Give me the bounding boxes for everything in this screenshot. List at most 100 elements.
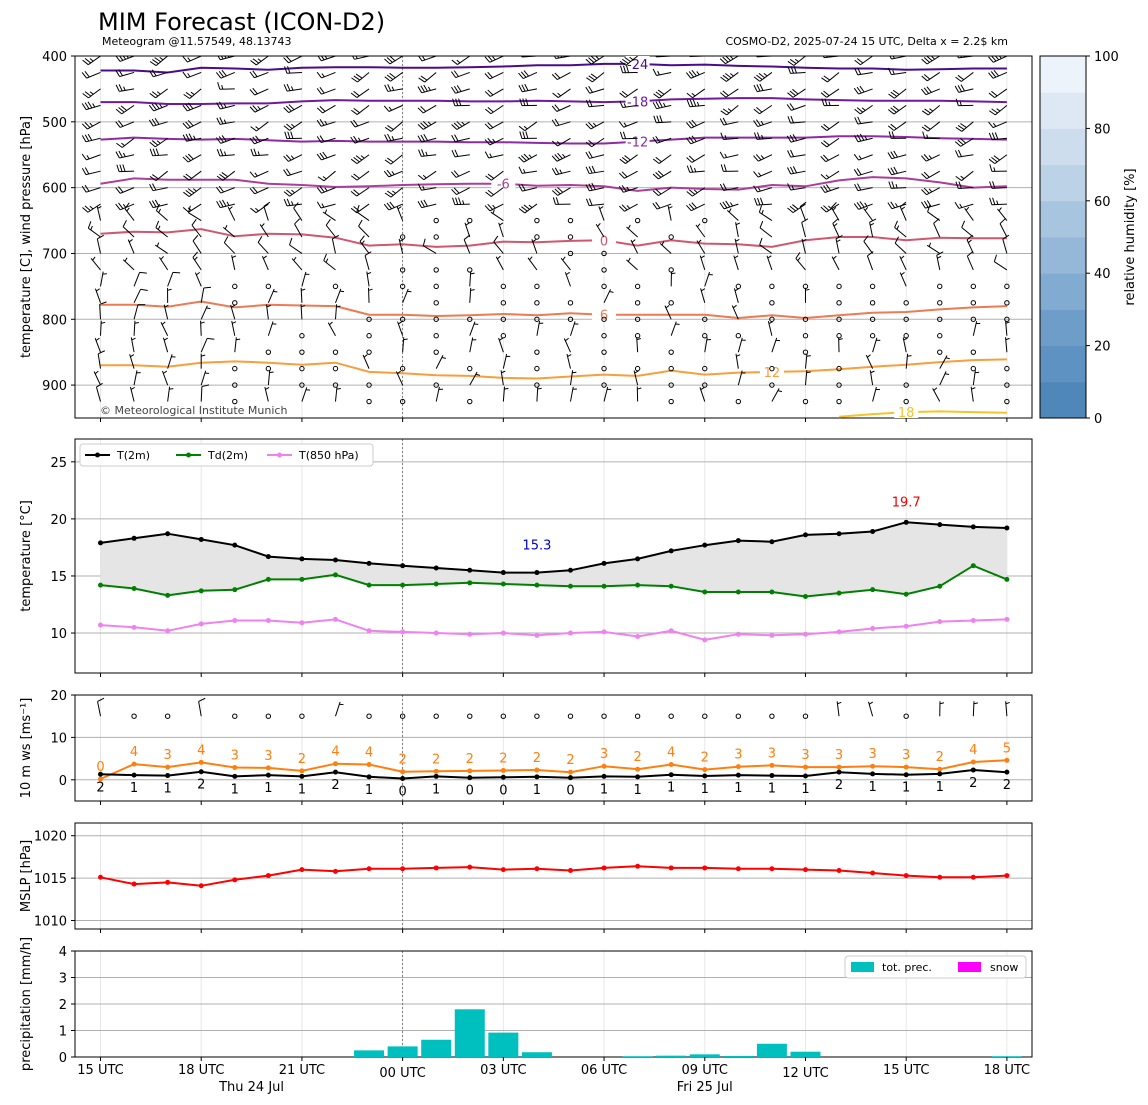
wind-barb-calm xyxy=(567,316,574,322)
wind-barb xyxy=(518,83,538,93)
wind-barb-calm xyxy=(500,283,507,290)
wind-barb xyxy=(822,56,840,59)
wind-barb xyxy=(686,165,705,173)
wind-barb-calm xyxy=(1004,283,1010,290)
wind-barb xyxy=(997,207,1008,221)
wind-barb-calm xyxy=(433,316,439,322)
data-point xyxy=(232,587,238,593)
wind-barb-calm xyxy=(534,300,540,306)
wind-barb xyxy=(989,104,1008,116)
data-point xyxy=(131,586,137,592)
data-point xyxy=(769,866,775,872)
data-point xyxy=(1004,769,1010,775)
wind-barb-calm xyxy=(399,365,406,372)
wind-barb xyxy=(521,56,537,58)
wind-barb xyxy=(115,186,135,194)
colorbar-band xyxy=(1040,273,1086,310)
wind-barb xyxy=(685,69,705,79)
wind-barb-calm xyxy=(903,713,909,719)
wind-barb xyxy=(685,135,705,145)
isotherm-label: 0 xyxy=(600,234,608,249)
data-point xyxy=(467,864,473,870)
wind-barb xyxy=(820,154,840,163)
data-point xyxy=(366,560,372,566)
wind-barb xyxy=(659,241,672,254)
wind-barb xyxy=(899,271,907,287)
wind-barb xyxy=(155,203,168,221)
colorbar-tick-label: 60 xyxy=(1094,195,1111,210)
wind-barb-calm xyxy=(702,316,708,322)
data-point xyxy=(534,582,540,588)
wind-barb xyxy=(284,66,302,74)
wind-barb xyxy=(358,219,370,238)
y-tick-label: 3 xyxy=(59,972,67,987)
wind-barb xyxy=(133,288,148,304)
wind-barb xyxy=(854,67,873,76)
y-axis-label: temperature [C], wind pressure [hPa] xyxy=(19,116,34,358)
wind-barb xyxy=(988,88,1008,99)
wind-barb xyxy=(264,386,270,402)
wind-barb xyxy=(753,72,773,82)
wind-barb-calm xyxy=(467,365,473,372)
wind-barb xyxy=(733,255,739,271)
data-point xyxy=(232,542,238,548)
wind-barb xyxy=(737,370,746,386)
wind-barb xyxy=(560,256,571,271)
wind-barb xyxy=(148,117,168,127)
wind-barb-calm xyxy=(937,333,943,339)
wind-barb xyxy=(294,218,303,238)
wind-barb xyxy=(182,102,202,112)
wind-barb-calm xyxy=(399,398,406,405)
wind-barb xyxy=(350,170,370,181)
wind-barb xyxy=(619,56,638,66)
wind-barb xyxy=(652,170,672,180)
speed-value-label: 1 xyxy=(801,782,809,797)
wind-barb xyxy=(988,70,1008,79)
wind-barb xyxy=(786,103,806,111)
wind-barb xyxy=(888,181,907,189)
wind-barb xyxy=(801,218,809,238)
x-tick-label: 18 UTC xyxy=(984,1063,1030,1078)
wind-barb xyxy=(889,56,907,60)
wind-barb-calm xyxy=(970,283,977,290)
wind-barb xyxy=(921,154,940,162)
wind-barb-calm xyxy=(500,713,507,719)
wind-barb xyxy=(518,183,538,192)
data-point xyxy=(769,773,775,779)
wind-barb xyxy=(786,134,806,143)
precip-bar xyxy=(354,1050,385,1057)
wind-barb xyxy=(799,201,807,221)
wind-barb xyxy=(753,185,773,193)
wind-barb xyxy=(551,104,571,112)
data-point xyxy=(802,532,808,538)
data-point xyxy=(165,628,171,634)
wind-barb-calm xyxy=(299,333,305,339)
wind-barb-calm xyxy=(735,713,742,719)
data-point xyxy=(98,582,103,588)
wind-barb xyxy=(804,353,811,369)
wind-barb xyxy=(866,251,874,271)
wind-barb xyxy=(495,255,504,271)
isotherm-label: -18 xyxy=(627,95,648,110)
wind-barb xyxy=(853,201,873,210)
gust-value-label: 3 xyxy=(835,748,843,763)
wind-barb xyxy=(115,150,135,159)
wind-barb-calm xyxy=(869,333,876,339)
data-point xyxy=(332,557,338,563)
wind-barb xyxy=(231,255,237,271)
wind-barb xyxy=(1005,701,1010,717)
isotherm-line xyxy=(100,97,1007,105)
wind-barb xyxy=(334,304,341,320)
data-point xyxy=(433,768,439,774)
speed-value-label: 0 xyxy=(466,784,474,799)
data-point xyxy=(870,625,876,631)
data-point xyxy=(265,617,271,623)
wind-barb-calm xyxy=(232,365,238,372)
wind-barb xyxy=(350,135,370,144)
wind-barb xyxy=(972,701,979,717)
wind-barb xyxy=(619,154,638,164)
series-line xyxy=(100,759,1007,780)
wind-barb xyxy=(899,255,907,271)
wind-barb xyxy=(887,201,907,210)
wind-barb xyxy=(216,135,235,144)
